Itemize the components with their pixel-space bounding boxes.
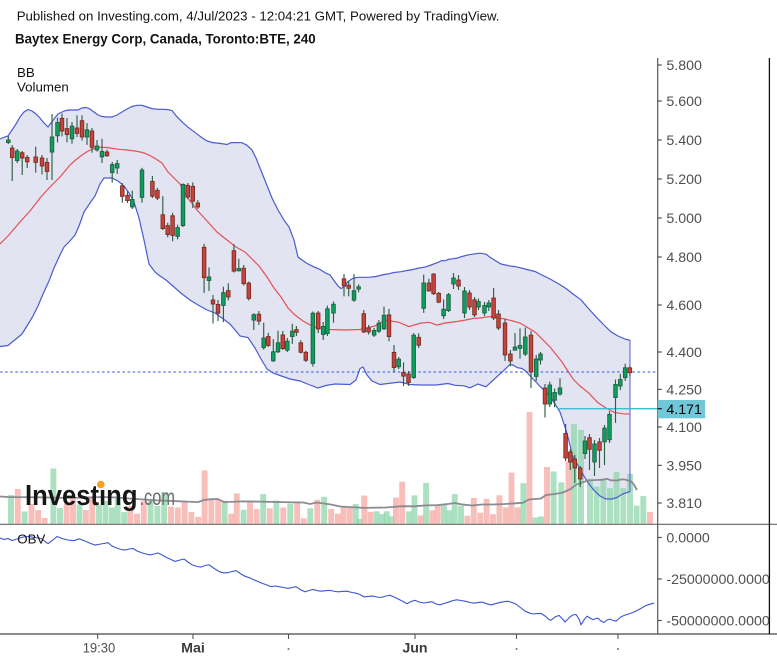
svg-text:-50000000.0000: -50000000.0000 — [666, 614, 769, 630]
svg-text:4.600: 4.600 — [666, 298, 702, 314]
svg-text:4.400: 4.400 — [666, 345, 702, 361]
svg-text:Published on Investing.com, 4/: Published on Investing.com, 4/Jul/2023 -… — [17, 8, 500, 23]
svg-text:5.200: 5.200 — [666, 172, 702, 188]
svg-text:4.250: 4.250 — [666, 383, 702, 399]
svg-text:OBV: OBV — [17, 532, 45, 547]
svg-text:5.000: 5.000 — [666, 211, 702, 227]
svg-text:-25000000.0000: -25000000.0000 — [666, 572, 769, 588]
svg-text:5.400: 5.400 — [666, 133, 702, 149]
svg-text:BB: BB — [17, 65, 35, 80]
svg-text:5.800: 5.800 — [666, 58, 702, 74]
svg-text:4.800: 4.800 — [666, 250, 702, 266]
svg-text:3.950: 3.950 — [666, 459, 702, 475]
svg-text:0.0000: 0.0000 — [666, 531, 710, 547]
svg-text:.com: .com — [140, 484, 176, 510]
svg-text:Investıng: Investıng — [25, 480, 138, 512]
svg-text:Mai: Mai — [181, 640, 205, 656]
svg-text:Baytex Energy Corp, Canada, To: Baytex Energy Corp, Canada, Toronto:BTE,… — [15, 32, 316, 47]
svg-text:4.171: 4.171 — [666, 402, 702, 418]
svg-text:Volumen: Volumen — [17, 80, 69, 95]
svg-text:5.600: 5.600 — [666, 94, 702, 110]
svg-text:19:30: 19:30 — [83, 640, 116, 656]
svg-text:Jun: Jun — [402, 640, 427, 656]
svg-text:3.810: 3.810 — [666, 496, 702, 512]
svg-text:4.100: 4.100 — [666, 420, 702, 436]
